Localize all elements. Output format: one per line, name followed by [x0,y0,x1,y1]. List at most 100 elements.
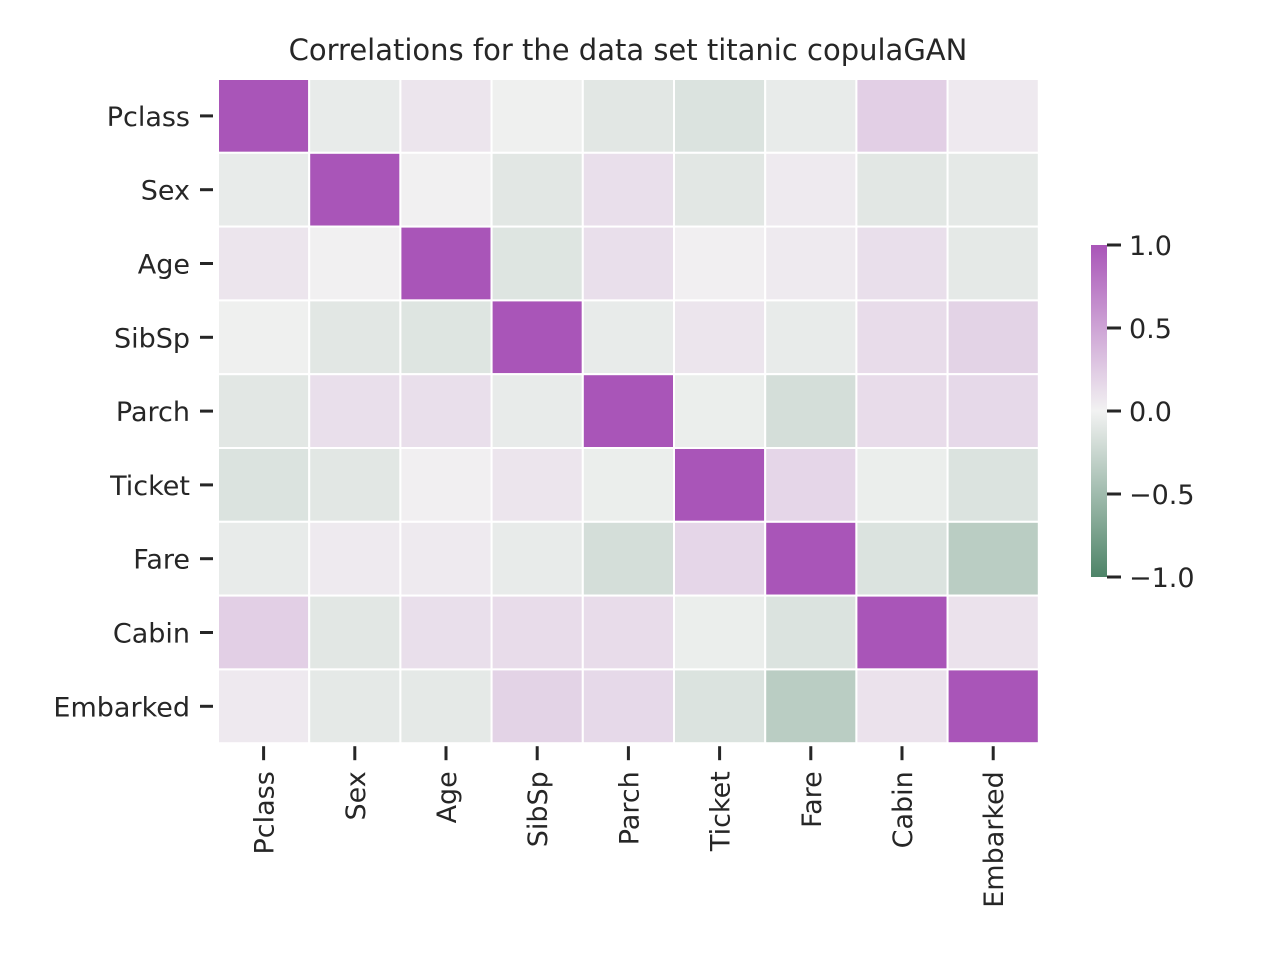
heatmap-cell [399,594,493,671]
heatmap-cell [581,78,675,154]
heatmap-cell [490,225,584,302]
row-tick-label: SibSp [114,323,190,354]
heatmap-cell [217,668,311,745]
heatmap-cell [764,594,858,671]
heatmap-cell [399,373,493,450]
column-tick-label: SibSp [523,771,554,847]
heatmap-cell [581,520,675,597]
heatmap-cell [673,78,767,154]
row-tick-label: Ticket [109,471,190,502]
heatmap-cell [673,668,767,745]
heatmap-cell [946,151,1040,228]
heatmap-cell [399,225,493,302]
heatmap-cell [764,151,858,228]
column-tick-label: Ticket [706,771,737,852]
heatmap-cell [855,668,949,745]
chart-title: Correlations for the data set titanic co… [289,33,968,67]
heatmap-cell [490,668,584,745]
heatmap-cell [308,225,402,302]
colorbar-tick-label: 1.0 [1129,231,1172,262]
heatmap-cell [946,299,1040,376]
heatmap-cell [855,520,949,597]
heatmap-cell [855,447,949,523]
column-tick-label: Parch [614,771,645,845]
heatmap-cell [764,225,858,302]
heatmap-cell [399,447,493,523]
row-tick-label: Parch [116,397,190,428]
row-tick-label: Pclass [107,102,190,133]
heatmap-cell [855,299,949,376]
heatmap-cell [946,78,1040,154]
heatmap-cell [217,225,311,302]
column-tick-labels: Pclass Sex Age SibSp Parch Ticket Fare Cabin Emb… [250,746,1010,908]
heatmap-cell [217,594,311,671]
heatmap-cell [673,447,767,523]
heatmap-cell [217,151,311,228]
row-tick-label: Embarked [53,692,190,723]
heatmap-cell [490,447,584,523]
heatmap-cell [308,78,402,154]
column-tick-label: Age [432,771,463,823]
row-tick-label: Cabin [113,619,190,650]
colorbar-tick-label: −1.0 [1129,563,1195,594]
colorbar-tick-label: 0.0 [1129,397,1172,428]
heatmap-cell [764,373,858,450]
heatmap-cell [673,299,767,376]
column-tick-label: Embarked [979,771,1010,908]
heatmap-cell [855,151,949,228]
heatmap-cell [764,299,858,376]
colorbar: 1.0 0.5 0.0 −0.5 −1.0 [1091,231,1195,594]
heatmap-cell [308,151,402,228]
heatmap-cell [855,594,949,671]
heatmap-cell [217,299,311,376]
heatmap-cell [399,299,493,376]
row-tick-label: Fare [133,545,190,576]
heatmap-cell [673,594,767,671]
heatmap-cell [308,299,402,376]
colorbar-tick-label: 0.5 [1129,314,1172,345]
heatmap-cell [855,225,949,302]
heatmap-cell [581,594,675,671]
heatmap-cell [308,594,402,671]
heatmap-cell [490,373,584,450]
row-tick-labels: Pclass Sex Age SibSp Parch Ticket Fare Cabin Emb… [53,102,213,723]
column-tick-label: Sex [341,771,372,820]
colorbar-tick-label: −0.5 [1129,480,1195,511]
heatmap-cell [490,594,584,671]
heatmap-cell [946,373,1040,450]
heatmap-cell [217,520,311,597]
heatmap-cell [581,151,675,228]
heatmap-cell [946,668,1040,745]
heatmap-cell [308,520,402,597]
heatmap-cell [490,78,584,154]
column-tick-label: Pclass [250,771,281,854]
heatmap-cell [946,594,1040,671]
heatmap-cell [399,151,493,228]
heatmap-cell [490,151,584,228]
heatmap-cell [764,520,858,597]
row-tick-label: Sex [141,176,190,207]
row-tick-label: Age [138,250,190,281]
heatmap-cell [581,299,675,376]
heatmap-cell [217,78,311,154]
heatmap-cell [855,78,949,154]
heatmap-cell [217,373,311,450]
heatmap-cell [581,447,675,523]
heatmap-cells [217,78,1040,745]
heatmap-cell [673,225,767,302]
heatmap-cell [946,225,1040,302]
heatmap-cell [764,78,858,154]
heatmap-cell [399,78,493,154]
column-tick-label: Cabin [888,771,919,848]
heatmap-cell [673,373,767,450]
heatmap-cell [946,447,1040,523]
heatmap-cell [490,520,584,597]
heatmap-cell [855,373,949,450]
heatmap-cell [399,668,493,745]
colorbar-gradient [1091,245,1107,577]
heatmap-cell [946,520,1040,597]
heatmap-cell [399,520,493,597]
heatmap-cell [673,520,767,597]
heatmap-cell [308,373,402,450]
